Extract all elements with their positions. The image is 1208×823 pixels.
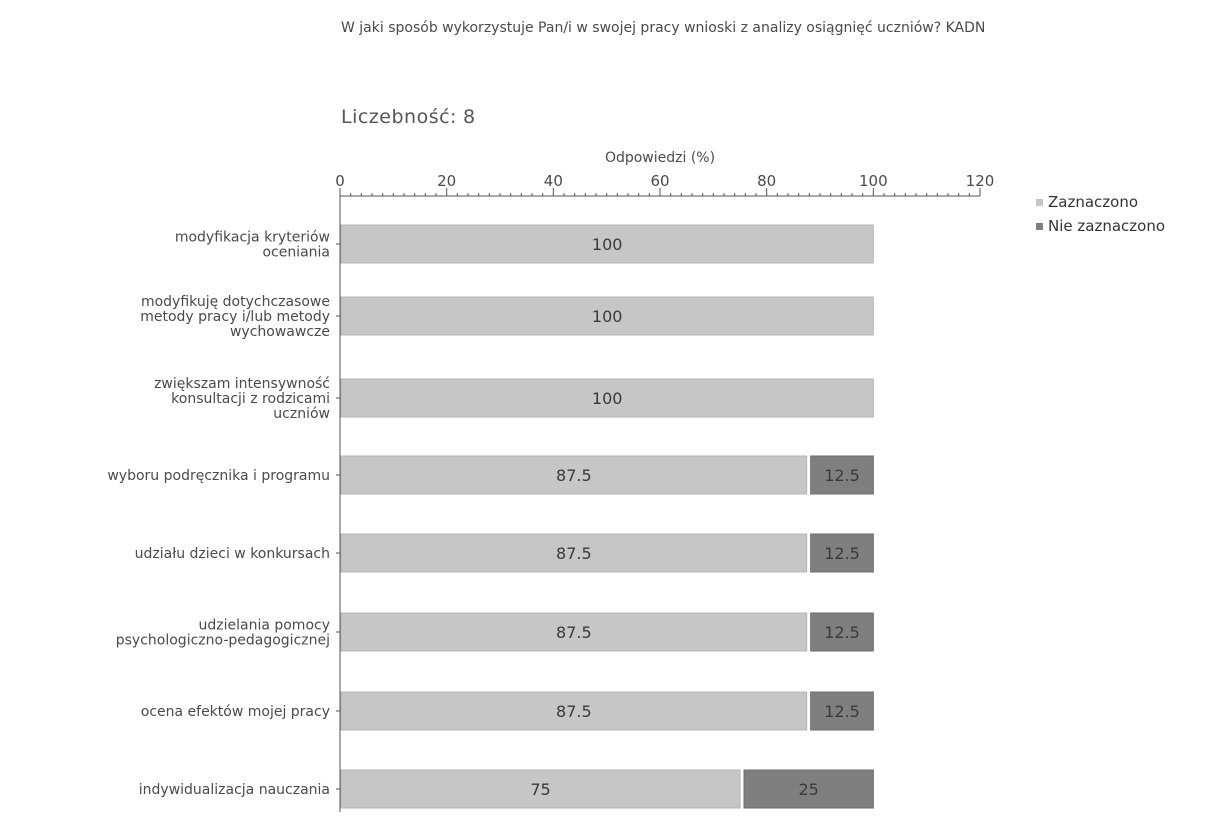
bar-value-label: 100 (592, 307, 623, 326)
x-tick-label: 120 (966, 172, 995, 190)
bar-value-label: 100 (592, 389, 623, 408)
bar-value-label: 100 (592, 235, 623, 254)
category-labels: modyfikacja kryteriów oceniania modyfikuję… (107, 230, 330, 799)
sample-count-label: Liczebność: (341, 106, 457, 128)
bar-zaznaczono (340, 378, 874, 418)
category-label-line: modyfikuję dotychczasowe (141, 294, 330, 310)
sample-count: Liczebność: 8 (341, 106, 482, 128)
bar-value-label: 87.5 (556, 466, 592, 485)
category-label: modyfikacja kryteriów oceniania (175, 230, 330, 261)
bar-zaznaczono (340, 224, 874, 264)
legend-swatch (1036, 223, 1043, 230)
bar-value-label: 12.5 (824, 623, 860, 642)
category-label-line: indywidualizacja nauczania (139, 782, 330, 798)
category-label: indywidualizacja nauczania (139, 782, 330, 798)
x-tick-label: 60 (650, 172, 669, 190)
bar-zaznaczono (340, 455, 808, 495)
category-label-line: udziału dzieci w konkursach (135, 546, 330, 562)
bar-value-label: 87.5 (556, 623, 592, 642)
legend-swatch (1036, 199, 1043, 206)
bar-zaznaczono (340, 691, 808, 731)
legend-item: Nie zaznaczono (1036, 217, 1165, 235)
sample-count-value: 8 (462, 106, 476, 128)
legend-label: Nie zaznaczono (1048, 217, 1166, 235)
category-label-line: konsultacji z rodzicami (171, 391, 330, 407)
x-axis-title: Odpowiedzi (%) (605, 150, 715, 166)
bar-zaznaczono (340, 296, 874, 336)
bar-value-label: 12.5 (824, 544, 860, 563)
bar-nie-zaznaczono (743, 769, 874, 809)
bar-nie-zaznaczono (810, 691, 874, 731)
bar-value-label: 12.5 (824, 466, 860, 485)
bar-value-label: 12.5 (824, 702, 860, 721)
category-label: wyboru podręcznika i programu (107, 468, 330, 484)
bar-zaznaczono (340, 769, 741, 809)
category-label-line: uczniów (273, 406, 330, 422)
category-label: udziału dzieci w konkursach (135, 546, 330, 562)
x-tick-label: 20 (437, 172, 456, 190)
bar-zaznaczono (340, 612, 808, 652)
legend-label: Zaznaczono (1048, 193, 1139, 211)
chart-title: W jaki sposób wykorzystuje Pan/i w swoje… (341, 20, 986, 36)
category-label: modyfikuję dotychczasowe metody pracy i/l… (140, 294, 330, 340)
category-label: udzielania pomocy psychologiczno-pedagogi… (116, 618, 330, 649)
category-label-line: wyboru podręcznika i programu (107, 468, 330, 484)
axis-layer: Odpowiedzi (%) 0 20 40 60 80 100 120 (335, 150, 994, 812)
category-label-line: wychowawcze (230, 324, 330, 340)
category-label-line: zwiększam intensywność (154, 376, 330, 392)
bar-value-label: 87.5 (556, 702, 592, 721)
x-tick-label: 0 (335, 172, 345, 190)
category-label-line: oceniania (262, 245, 330, 261)
x-tick-label: 40 (544, 172, 563, 190)
category-label-line: metody pracy i/lub metody (140, 309, 330, 325)
bar-nie-zaznaczono (810, 533, 874, 573)
bars-layer: 100 100 100 87.5 12.5 87.5 12.5 87.5 12.5 87.5 12.… (340, 224, 874, 809)
category-label-line: udzielania pomocy (198, 618, 330, 634)
bar-value-label: 87.5 (556, 544, 592, 563)
category-label: ocena efektów mojej pracy (141, 704, 330, 720)
x-tick-label: 100 (859, 172, 888, 190)
bar-nie-zaznaczono (810, 612, 874, 652)
category-label-line: ocena efektów mojej pracy (141, 704, 330, 720)
bar-value-label: 75 (530, 780, 550, 799)
bar-nie-zaznaczono (810, 455, 874, 495)
category-label: zwiększam intensywność konsultacji z rodz… (154, 376, 330, 422)
category-label-line: psychologiczno-pedagogicznej (116, 633, 330, 649)
category-label-line: modyfikacja kryteriów (175, 230, 330, 246)
bar-value-label: 25 (798, 780, 818, 799)
legend-item: Zaznaczono (1036, 193, 1138, 211)
bar-zaznaczono (340, 533, 808, 573)
x-tick-label: 80 (757, 172, 776, 190)
